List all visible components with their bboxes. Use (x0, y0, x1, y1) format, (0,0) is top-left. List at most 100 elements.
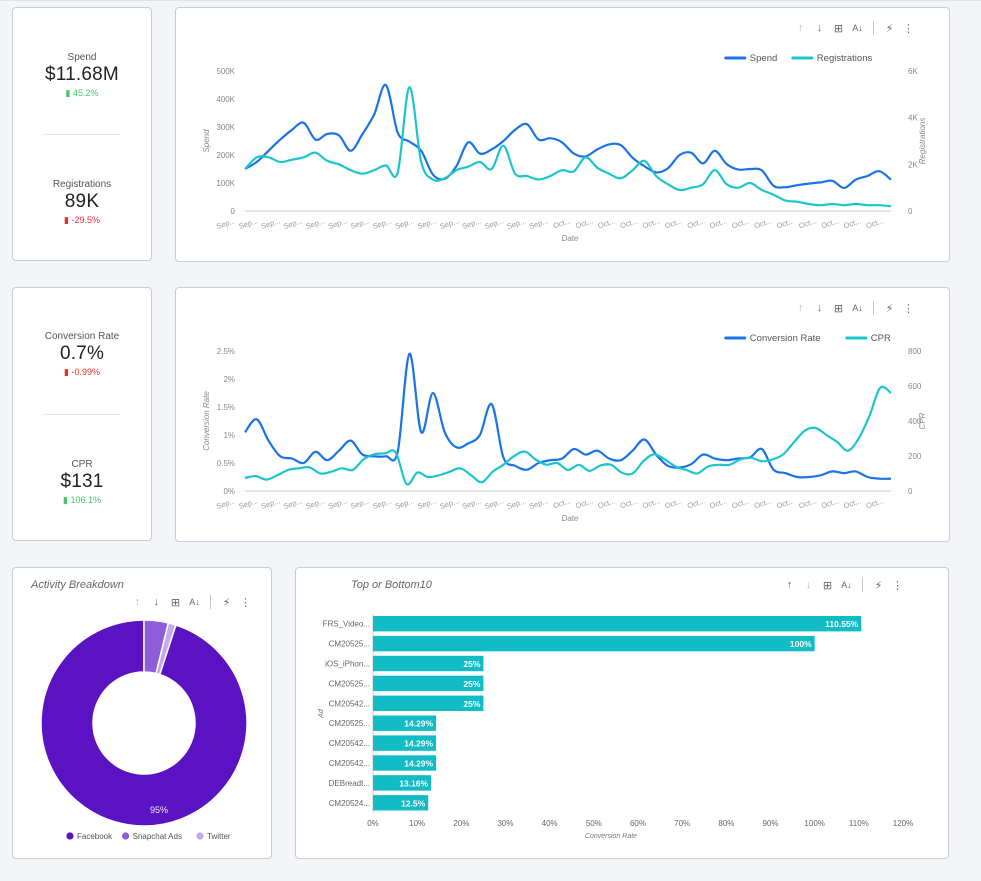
toolbar-separator (862, 578, 863, 592)
bar-value-label: 25% (463, 659, 480, 669)
kpi-change: ▮ 106.1% (63, 495, 101, 505)
sort-ascending-icon[interactable]: ↑ (797, 302, 804, 314)
chart-export-icon[interactable]: ⊞ (170, 596, 181, 609)
x-tick-label: Oct... (798, 216, 818, 230)
x-axis-title: Date (562, 234, 579, 243)
y2-axis-title: Registrations (918, 118, 927, 165)
y-tick-label: 1% (223, 431, 235, 440)
x-tick-label: Oct... (865, 216, 885, 230)
x-tick-label: Oct... (753, 496, 773, 510)
more-vert-icon[interactable]: ⋮ (903, 302, 914, 315)
chart-export-icon[interactable]: ⊞ (833, 302, 844, 315)
x-tick-label: Sep... (282, 496, 303, 511)
chart-export-icon[interactable]: ⊞ (833, 22, 844, 35)
x-tick-label: Oct... (574, 216, 594, 230)
sort-descending-icon[interactable]: ↓ (805, 579, 812, 591)
x-tick-label: Sep... (282, 216, 303, 231)
sort-descending-icon[interactable]: ↓ (153, 596, 160, 608)
x-tick-label: Sep... (506, 216, 527, 231)
sort-az-icon[interactable]: A↓ (852, 23, 863, 33)
more-vert-icon[interactable]: ⋮ (240, 596, 251, 609)
bar-value-label: 110.55% (825, 619, 859, 629)
x-tick-label: Sep... (260, 216, 281, 231)
x-axis-title: Conversion Rate (585, 833, 637, 840)
chart-toolbar: ↑ ↓ ⊞ A↓ ⚡ ⋮ (780, 577, 907, 593)
card-title: Top or Bottom10 (351, 579, 432, 591)
sort-az-icon[interactable]: A↓ (841, 580, 852, 590)
arrow-down-icon: ▮ (64, 215, 72, 225)
activity-breakdown-card: Activity Breakdown ↑ ↓ ⊞ A↓ ⚡ ⋮ 95% Faceb… (12, 567, 272, 859)
chart-export-icon[interactable]: ⊞ (822, 579, 833, 592)
series-line-registrations (244, 86, 892, 208)
category-label: iOS_iPhon... (325, 660, 370, 669)
legend-label: CPR (871, 333, 891, 344)
category-label: CM20525... (329, 719, 370, 728)
bar (373, 775, 432, 791)
x-tick-label: Sep... (394, 496, 415, 511)
x-tick-label: 80% (718, 819, 734, 828)
bolt-icon[interactable]: ⚡ (885, 22, 894, 35)
x-tick-label: Sep... (260, 496, 281, 511)
legend-dot (196, 832, 204, 840)
sort-az-icon[interactable]: A↓ (189, 597, 200, 607)
series-line-spend (244, 83, 892, 190)
x-tick-label: 20% (453, 819, 469, 828)
x-tick-label: Sep... (349, 216, 370, 231)
x-tick-label: Sep... (483, 216, 504, 231)
x-tick-label: Oct... (820, 216, 840, 230)
kpi-conversion-rate: Conversion Rate 0.7% ▮ -0.99% (13, 331, 151, 378)
kpi-label: Registrations (52, 179, 112, 190)
x-tick-label: 0% (367, 819, 379, 828)
x-tick-label: Oct... (574, 496, 594, 510)
toolbar-separator (873, 301, 874, 315)
top-bottom10-card: Top or Bottom10 ↑ ↓ ⊞ A↓ ⚡ ⋮ FRS_Video..… (295, 567, 949, 859)
x-tick-label: Sep... (327, 496, 348, 511)
legend-label: Conversion Rate (750, 333, 821, 344)
kpi-card-spend-registrations: Spend $11.68M ▮ 45.2% Registrations 89K … (12, 7, 152, 261)
x-tick-label: Oct... (708, 216, 728, 230)
bar (373, 616, 862, 632)
bar-value-label: 100% (790, 639, 812, 649)
top-bottom10-bar-chart: FRS_Video... 110.55% CM20525... 100% iOS_iPh… (318, 614, 913, 840)
sort-descending-icon[interactable]: ↓ (816, 302, 823, 314)
category-label: CM20542... (329, 739, 370, 748)
kpi-value: 89K (64, 191, 100, 212)
sort-descending-icon[interactable]: ↓ (816, 22, 823, 34)
y-tick-label: 0 (231, 207, 236, 216)
x-tick-label: Oct... (820, 496, 840, 510)
x-tick-label: Sep... (439, 496, 460, 511)
x-tick-label: Oct... (686, 496, 706, 510)
x-tick-label: Oct... (775, 216, 795, 230)
x-tick-label: Sep... (528, 216, 549, 231)
more-vert-icon[interactable]: ⋮ (892, 579, 903, 592)
x-tick-label: Sep... (215, 496, 236, 511)
bar-value-label: 12.5% (401, 798, 426, 808)
legend-dot (122, 832, 130, 840)
sort-az-icon[interactable]: A↓ (852, 303, 863, 313)
x-tick-label: Oct... (708, 496, 728, 510)
sort-ascending-icon[interactable]: ↑ (786, 579, 793, 591)
bolt-icon[interactable]: ⚡ (874, 579, 883, 592)
x-tick-label: Oct... (775, 496, 795, 510)
spend-registrations-chart-card: ↑ ↓ ⊞ A↓ ⚡ ⋮ 0 100K 200K 300K 400K 500K 0 2K 4K 6… (175, 7, 950, 262)
bolt-icon[interactable]: ⚡ (885, 302, 894, 315)
bolt-icon[interactable]: ⚡ (222, 596, 231, 609)
y-axis-title: Conversion Rate (202, 391, 211, 451)
x-tick-label: Sep... (528, 496, 549, 511)
y-tick-label: 2% (223, 375, 235, 384)
top-border (0, 0, 981, 1)
bar-value-label: 14.29% (404, 759, 433, 769)
kpi-label: CPR (71, 459, 93, 470)
y2-tick-label: 4K (908, 114, 918, 123)
card-title: Activity Breakdown (31, 579, 124, 591)
x-tick-label: Oct... (842, 496, 862, 510)
kpi-value: 0.7% (59, 343, 105, 364)
sort-ascending-icon[interactable]: ↑ (797, 22, 804, 34)
more-vert-icon[interactable]: ⋮ (903, 22, 914, 35)
kpi-value: $131 (60, 471, 104, 492)
donut-slice-twitter (155, 622, 177, 676)
sort-ascending-icon[interactable]: ↑ (134, 596, 141, 608)
x-tick-label: 110% (849, 819, 869, 828)
